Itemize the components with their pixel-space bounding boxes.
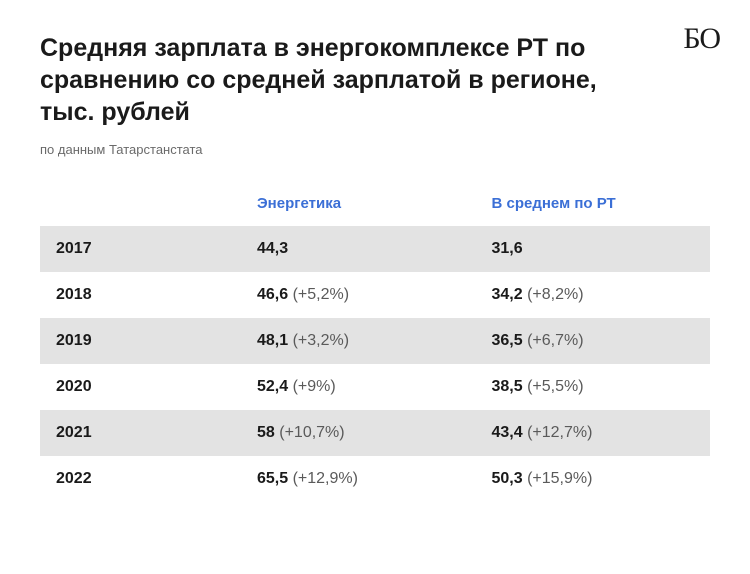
col-year [40, 185, 241, 226]
page-title: Средняя зарплата в энергокомплексе РТ по… [40, 32, 600, 128]
content-container: Средняя зарплата в энергокомплексе РТ по… [0, 0, 750, 522]
table-body: 201744,331,6201846,6 (+5,2%)34,2 (+8,2%)… [40, 226, 710, 502]
cell-year: 2020 [40, 364, 241, 410]
table-row: 202052,4 (+9%)38,5 (+5,5%) [40, 364, 710, 410]
table-header-row: Энергетика В среднем по РТ [40, 185, 710, 226]
cell-year: 2022 [40, 456, 241, 502]
cell-avg: 31,6 [476, 226, 711, 272]
table-row: 202265,5 (+12,9%)50,3 (+15,9%) [40, 456, 710, 502]
cell-year: 2019 [40, 318, 241, 364]
cell-year: 2017 [40, 226, 241, 272]
logo: БО [683, 22, 720, 56]
cell-avg: 50,3 (+15,9%) [476, 456, 711, 502]
cell-energy: 46,6 (+5,2%) [241, 272, 476, 318]
cell-energy: 52,4 (+9%) [241, 364, 476, 410]
cell-energy: 48,1 (+3,2%) [241, 318, 476, 364]
cell-avg: 34,2 (+8,2%) [476, 272, 711, 318]
cell-year: 2018 [40, 272, 241, 318]
col-avg: В среднем по РТ [476, 185, 711, 226]
cell-energy: 58 (+10,7%) [241, 410, 476, 456]
table-row: 201948,1 (+3,2%)36,5 (+6,7%) [40, 318, 710, 364]
cell-energy: 44,3 [241, 226, 476, 272]
cell-energy: 65,5 (+12,9%) [241, 456, 476, 502]
cell-avg: 38,5 (+5,5%) [476, 364, 711, 410]
table-row: 201846,6 (+5,2%)34,2 (+8,2%) [40, 272, 710, 318]
table-row: 201744,331,6 [40, 226, 710, 272]
subtitle: по данным Татарстанстата [40, 142, 710, 157]
cell-avg: 36,5 (+6,7%) [476, 318, 711, 364]
col-energy: Энергетика [241, 185, 476, 226]
cell-avg: 43,4 (+12,7%) [476, 410, 711, 456]
cell-year: 2021 [40, 410, 241, 456]
salary-table: Энергетика В среднем по РТ 201744,331,62… [40, 185, 710, 502]
table-row: 202158 (+10,7%)43,4 (+12,7%) [40, 410, 710, 456]
